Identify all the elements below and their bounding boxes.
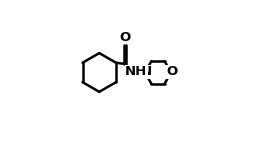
Text: N: N	[141, 65, 152, 78]
Text: O: O	[119, 31, 131, 44]
Text: NH: NH	[125, 65, 147, 78]
Text: O: O	[166, 65, 177, 78]
Text: NH: NH	[125, 65, 147, 78]
Text: O: O	[119, 31, 131, 44]
Text: N: N	[141, 65, 152, 78]
